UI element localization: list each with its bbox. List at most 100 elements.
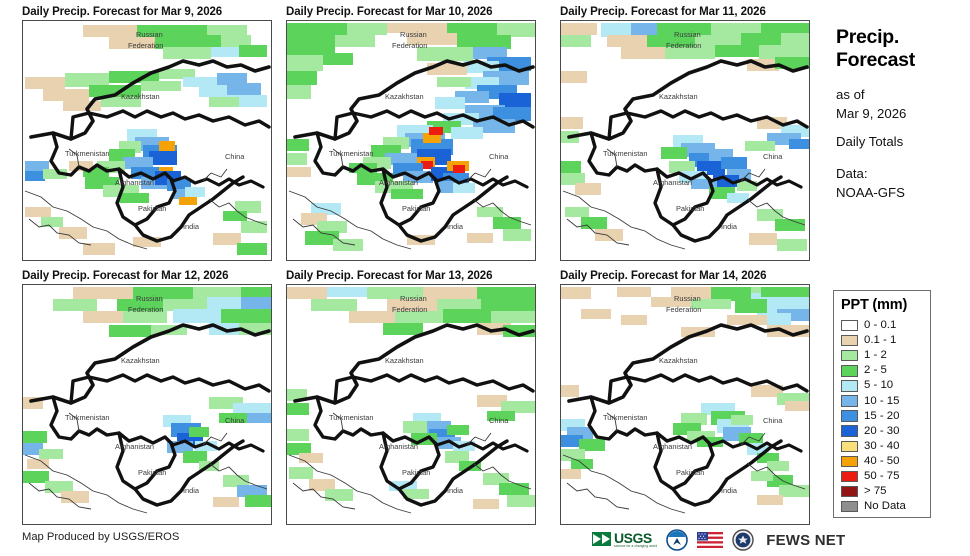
country-labels-4: Russian Federation Kazakhstan Turkmenist… bbox=[65, 294, 245, 495]
label-pakistan-2: Pakistan bbox=[402, 204, 430, 213]
map-svg-3: Russian Federation Kazakhstan Turkmenist… bbox=[561, 21, 809, 260]
label-india-3: India bbox=[721, 222, 738, 231]
legend-rows: 0 - 0.1 0.1 - 1 1 - 2 2 - 5 5 - 10 10 - 15 15 … bbox=[841, 318, 930, 514]
map-panel-1-canvas[interactable]: Russian Federation Kazakhstan Turkmenist… bbox=[22, 20, 272, 261]
fews-net-logo[interactable]: FEWS NET bbox=[766, 531, 846, 549]
legend-swatch bbox=[841, 395, 858, 407]
label-china-6: China bbox=[763, 416, 783, 425]
label-pakistan-6: Pakistan bbox=[676, 468, 704, 477]
label-russia-6: Russian bbox=[674, 294, 701, 303]
precip-raster-1 bbox=[25, 25, 267, 255]
label-china-1: China bbox=[225, 152, 245, 161]
map-panel-6-canvas[interactable]: Russian Federation Kazakhstan Turkmenist… bbox=[560, 284, 810, 525]
map-panel-3: Daily Precip. Forecast for Mar 11, 2026 bbox=[560, 4, 810, 261]
label-kazakhstan-4: Kazakhstan bbox=[121, 356, 160, 365]
noaa-logo[interactable] bbox=[666, 529, 689, 551]
label-afghanistan-6: Afghanistan bbox=[653, 442, 692, 451]
legend-label: 1 - 2 bbox=[864, 349, 887, 362]
label-china-4: China bbox=[225, 416, 245, 425]
map-panel-5-canvas[interactable]: Russian Federation Kazakhstan Turkmenist… bbox=[286, 284, 536, 525]
label-india-2: India bbox=[447, 222, 464, 231]
label-federation-4: Federation bbox=[128, 305, 163, 314]
label-afghanistan-3: Afghanistan bbox=[653, 178, 692, 187]
legend-title: PPT (mm) bbox=[841, 297, 908, 313]
label-turkmenistan-3: Turkmenistan bbox=[603, 149, 648, 158]
legend-swatch bbox=[841, 380, 858, 392]
legend-row: 0 - 0.1 bbox=[841, 318, 930, 333]
country-labels-5: Russian Federation Kazakhstan Turkmenist… bbox=[329, 294, 509, 495]
legend-row: 2 - 5 bbox=[841, 363, 930, 378]
precip-raster-6 bbox=[561, 287, 809, 505]
header-title-line2: Forecast bbox=[836, 49, 915, 71]
map-panel-1-title: Daily Precip. Forecast for Mar 9, 2026 bbox=[22, 6, 223, 18]
label-federation-6: Federation bbox=[666, 305, 701, 314]
map-svg-6: Russian Federation Kazakhstan Turkmenist… bbox=[561, 285, 809, 524]
country-labels-2: Russian Federation Kazakhstan Turkmenist… bbox=[329, 30, 509, 231]
legend-swatch bbox=[841, 470, 858, 483]
map-svg-4: Russian Federation Kazakhstan Turkmenist… bbox=[23, 285, 271, 524]
legend-row: 30 - 40 bbox=[841, 439, 930, 454]
map-panel-4: Daily Precip. Forecast for Mar 12, 2026 bbox=[22, 268, 272, 525]
header-as-of-date: Mar 9, 2026 bbox=[836, 106, 907, 121]
label-afghanistan-5: Afghanistan bbox=[379, 442, 418, 451]
label-kazakhstan-6: Kazakhstan bbox=[659, 356, 698, 365]
country-labels-3: Russian Federation Kazakhstan Turkmenist… bbox=[603, 30, 783, 231]
header-data-source: NOAA-GFS bbox=[836, 185, 905, 200]
legend-row: > 75 bbox=[841, 484, 930, 499]
map-panel-1: Daily Precip. Forecast for Mar 9, 2026 bbox=[22, 4, 272, 261]
label-afghanistan-4: Afghanistan bbox=[115, 442, 154, 451]
map-panel-5: Daily Precip. Forecast for Mar 13, 2026 bbox=[286, 268, 536, 525]
label-kazakhstan-5: Kazakhstan bbox=[385, 356, 424, 365]
legend-row: No Data bbox=[841, 499, 930, 514]
header-title-line1: Precip. bbox=[836, 26, 899, 48]
usgs-tagline: science for a changing world bbox=[614, 544, 658, 549]
header-block: Precip. Forecast as of Mar 9, 2026 Daily… bbox=[836, 26, 968, 202]
map-panel-3-canvas[interactable]: Russian Federation Kazakhstan Turkmenist… bbox=[560, 20, 810, 261]
label-india-6: India bbox=[721, 486, 738, 495]
legend-label: 50 - 75 bbox=[864, 469, 900, 482]
legend-swatch bbox=[841, 319, 858, 332]
legend-swatch bbox=[841, 334, 858, 347]
label-federation-2: Federation bbox=[392, 41, 427, 50]
label-india-5: India bbox=[447, 486, 464, 495]
legend-swatch bbox=[841, 349, 858, 362]
label-afghanistan-1: Afghanistan bbox=[115, 178, 154, 187]
map-panel-2-canvas[interactable]: Russian Federation Kazakhstan Turkmenist… bbox=[286, 20, 536, 261]
legend-label: 30 - 40 bbox=[864, 439, 900, 452]
label-turkmenistan-4: Turkmenistan bbox=[65, 413, 110, 422]
footer-credit: Map Produced by USGS/EROS bbox=[22, 531, 180, 543]
label-china-5: China bbox=[489, 416, 509, 425]
legend-row: 0.1 - 1 bbox=[841, 333, 930, 348]
map-panel-5-title: Daily Precip. Forecast for Mar 13, 2026 bbox=[286, 270, 493, 282]
state-dept-seal-logo[interactable] bbox=[732, 529, 754, 551]
label-afghanistan-2: Afghanistan bbox=[379, 178, 418, 187]
label-kazakhstan-3: Kazakhstan bbox=[659, 92, 698, 101]
legend-label: No Data bbox=[864, 500, 906, 513]
legend-label: 20 - 30 bbox=[864, 424, 900, 437]
label-russia-4: Russian bbox=[136, 294, 163, 303]
map-panel-6-title: Daily Precip. Forecast for Mar 14, 2026 bbox=[560, 270, 767, 282]
usgs-logo[interactable]: USGS science for a changing world bbox=[592, 531, 657, 549]
us-flag-logo[interactable] bbox=[697, 532, 724, 548]
legend-swatch bbox=[841, 365, 858, 377]
label-china-3: China bbox=[763, 152, 783, 161]
label-kazakhstan-1: Kazakhstan bbox=[121, 92, 160, 101]
precip-raster-5 bbox=[287, 287, 535, 509]
label-pakistan-4: Pakistan bbox=[138, 468, 166, 477]
header-data-label: Data: bbox=[836, 166, 868, 181]
precip-raster-4 bbox=[23, 287, 271, 507]
legend-label: > 75 bbox=[864, 485, 887, 498]
label-pakistan-1: Pakistan bbox=[138, 204, 166, 213]
legend-swatch bbox=[841, 455, 858, 468]
label-pakistan-5: Pakistan bbox=[402, 468, 430, 477]
legend-swatch bbox=[841, 425, 858, 437]
map-panel-4-canvas[interactable]: Russian Federation Kazakhstan Turkmenist… bbox=[22, 284, 272, 525]
legend-row: 15 - 20 bbox=[841, 409, 930, 424]
label-federation-1: Federation bbox=[128, 41, 163, 50]
legend-swatch bbox=[841, 500, 858, 513]
map-panel-6: Daily Precip. Forecast for Mar 14, 2026 bbox=[560, 268, 810, 525]
legend-label: 40 - 50 bbox=[864, 454, 900, 467]
legend-swatch bbox=[841, 410, 858, 422]
legend-row: 5 - 10 bbox=[841, 378, 930, 393]
